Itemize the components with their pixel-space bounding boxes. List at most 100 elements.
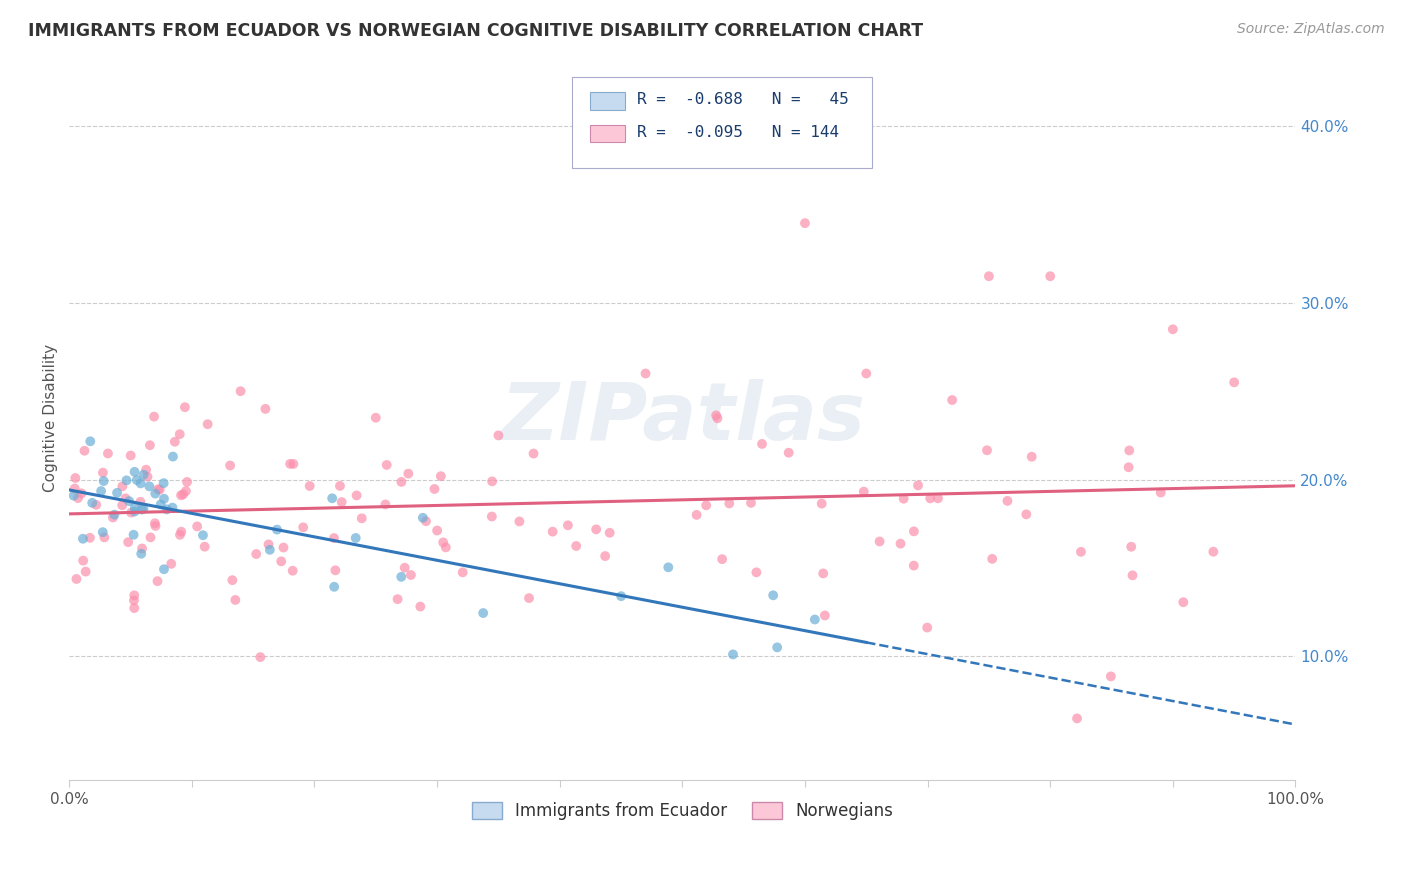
Point <box>93 474 115 488</box>
Point <box>762 588 785 602</box>
Point <box>129 547 152 561</box>
Point <box>132 467 155 482</box>
Point <box>186 519 208 533</box>
Point <box>1161 322 1184 336</box>
Point <box>740 496 762 510</box>
Point <box>125 473 148 487</box>
Point <box>399 568 422 582</box>
Point <box>149 498 172 512</box>
Point <box>91 525 114 540</box>
Point <box>117 535 139 549</box>
Point <box>903 524 925 539</box>
Point <box>169 427 191 442</box>
Text: IMMIGRANTS FROM ECUADOR VS NORWEGIAN COGNITIVE DISABILITY CORRELATION CHART: IMMIGRANTS FROM ECUADOR VS NORWEGIAN COG… <box>28 22 924 40</box>
Point <box>79 434 101 449</box>
Point <box>481 509 503 524</box>
Point <box>143 409 166 424</box>
Point <box>565 539 588 553</box>
FancyBboxPatch shape <box>572 77 872 168</box>
Point <box>124 504 146 518</box>
Point <box>927 491 949 506</box>
Point <box>62 489 84 503</box>
Point <box>174 484 197 499</box>
Point <box>1015 508 1038 522</box>
Point <box>131 541 153 556</box>
Point <box>122 601 145 615</box>
Point <box>129 495 152 509</box>
Point <box>145 519 167 533</box>
Point <box>139 438 162 452</box>
Point <box>346 488 368 502</box>
Point <box>1118 460 1140 475</box>
Point <box>766 640 789 655</box>
Point <box>374 497 396 511</box>
Point <box>330 495 353 509</box>
Point <box>131 502 153 516</box>
Point <box>593 549 616 563</box>
Point <box>65 471 87 485</box>
Point <box>794 216 817 230</box>
Point <box>903 558 925 573</box>
Point <box>893 491 915 506</box>
Point <box>281 564 304 578</box>
Point <box>1039 269 1062 284</box>
Point <box>163 434 186 449</box>
Point <box>72 554 94 568</box>
Point <box>751 437 773 451</box>
Point <box>120 449 142 463</box>
Point <box>375 458 398 472</box>
Point <box>169 528 191 542</box>
Point <box>122 588 145 602</box>
Bar <box>591 92 624 110</box>
Point <box>65 572 87 586</box>
Point <box>426 524 449 538</box>
Point <box>156 502 179 516</box>
Point <box>259 542 281 557</box>
Point <box>148 483 170 497</box>
Point <box>103 508 125 522</box>
Point <box>695 499 717 513</box>
Point <box>132 501 155 516</box>
Point <box>423 482 446 496</box>
Point <box>170 488 193 502</box>
Legend: Immigrants from Ecuador, Norwegians: Immigrants from Ecuador, Norwegians <box>465 795 900 826</box>
Point <box>197 417 219 432</box>
Point <box>721 648 744 662</box>
Point <box>149 483 172 497</box>
Point <box>852 484 875 499</box>
Point <box>1223 376 1246 390</box>
Point <box>415 514 437 528</box>
Point <box>152 476 174 491</box>
Point <box>266 523 288 537</box>
Point <box>122 593 145 607</box>
Point <box>111 479 134 493</box>
Point <box>298 479 321 493</box>
Point <box>122 528 145 542</box>
Point <box>481 475 503 489</box>
Point <box>91 466 114 480</box>
Point <box>73 443 96 458</box>
Point <box>162 500 184 515</box>
Point <box>70 486 93 500</box>
Point <box>981 552 1004 566</box>
Point <box>522 446 544 460</box>
Point <box>82 496 104 510</box>
Point <box>396 467 419 481</box>
Point <box>855 367 877 381</box>
Point <box>325 563 347 577</box>
Point <box>146 574 169 589</box>
Point <box>143 516 166 531</box>
Point <box>72 532 94 546</box>
Point <box>75 565 97 579</box>
Point <box>245 547 267 561</box>
Point <box>941 392 963 407</box>
Point <box>114 491 136 506</box>
Point <box>172 487 194 501</box>
Point <box>557 518 579 533</box>
Point <box>711 552 734 566</box>
Point <box>101 510 124 524</box>
Point <box>63 482 86 496</box>
Point <box>93 530 115 544</box>
Point <box>321 491 343 506</box>
Point <box>1099 669 1122 683</box>
